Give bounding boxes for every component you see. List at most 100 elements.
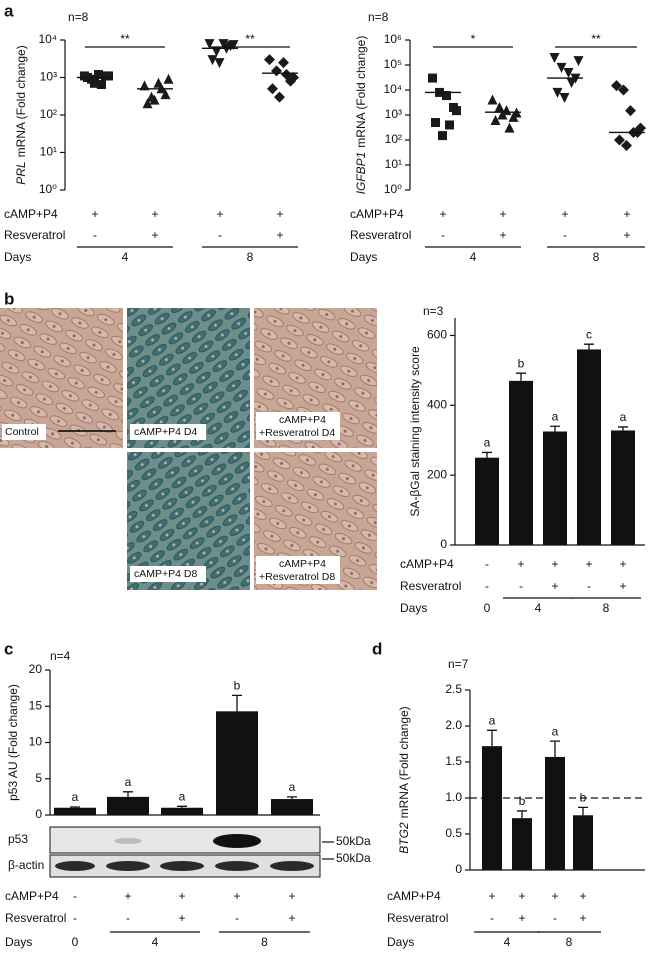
y-axis-label: PRL mRNA (Fold change) — [14, 45, 28, 184]
condition-mark: + — [518, 889, 525, 903]
condition-mark: - — [553, 911, 557, 925]
condition-mark: + — [551, 579, 558, 593]
micrograph-label: cAMP+P4 — [279, 558, 326, 570]
condition-name: Resveratrol — [350, 228, 411, 242]
point — [142, 98, 153, 109]
point — [438, 131, 447, 141]
point — [228, 40, 239, 51]
error-bar — [550, 425, 560, 432]
condition-mark: - — [441, 228, 445, 242]
point — [504, 122, 515, 133]
days-label: 8 — [261, 935, 268, 949]
condition-mark: + — [276, 207, 283, 221]
error-bar — [123, 791, 133, 797]
point — [267, 83, 278, 95]
days-name: Days — [400, 601, 427, 615]
condition-name: Resveratrol — [400, 579, 461, 593]
condition-name: cAMP+P4 — [387, 889, 441, 903]
y-tick-label: 10¹ — [385, 157, 402, 171]
panel-label: c — [4, 639, 13, 658]
chart: 10⁰ 10¹ 10² 10³ 10⁴ PRL mRNA (Fold change) n=8 *… — [4, 10, 299, 264]
days-name: Days — [4, 250, 31, 264]
blot-row-label: β-actin — [8, 858, 44, 872]
condition-mark: + — [178, 889, 185, 903]
micrograph-label: +Resveratrol D8 — [259, 571, 335, 583]
days-label: 4 — [122, 250, 129, 264]
y-axis-label-text: mRNA (Fold change) — [397, 706, 411, 818]
condition-name: cAMP+P4 — [5, 889, 59, 903]
bar — [216, 711, 258, 815]
y-tick-label: 10³ — [385, 107, 402, 121]
error-bar — [578, 806, 588, 816]
point — [487, 94, 498, 105]
condition-mark: + — [561, 207, 568, 221]
condition-mark: + — [151, 228, 158, 242]
bar — [577, 349, 601, 545]
y-tick-label: 10⁴ — [38, 32, 57, 46]
sample-size: n=8 — [368, 10, 389, 24]
point — [621, 140, 632, 152]
band — [55, 861, 95, 871]
error-bar — [482, 451, 492, 458]
condition-mark: - — [73, 889, 77, 903]
days-name: Days — [350, 250, 377, 264]
group-letter: a — [125, 775, 132, 789]
y-axis-label: p53 AU (Fold change) — [6, 684, 20, 801]
label-box — [130, 424, 206, 440]
y-axis-label: SA-βGal staining intensity score — [408, 346, 422, 517]
point — [428, 73, 437, 83]
condition-mark: + — [623, 228, 630, 242]
point — [563, 68, 574, 79]
y-tick-label: 600 — [427, 328, 447, 342]
group-letter: b — [519, 794, 526, 808]
point — [552, 87, 563, 98]
error-bar — [70, 806, 80, 808]
bar — [54, 807, 96, 815]
error-bar — [487, 729, 497, 747]
condition-mark: - — [93, 228, 97, 242]
panel-label: b — [4, 289, 14, 308]
y-tick-label: 10 — [29, 735, 43, 749]
condition-name: Resveratrol — [5, 911, 66, 925]
condition-mark: - — [563, 228, 567, 242]
condition-mark: - — [73, 911, 77, 925]
panel-label: d — [372, 639, 382, 658]
y-axis-label-text: p53 AU (Fold change) — [6, 684, 20, 801]
y-tick-label: 2.5 — [445, 682, 462, 696]
condition-mark: + — [216, 207, 223, 221]
y-tick-label: 200 — [427, 467, 447, 481]
condition-name: Resveratrol — [4, 228, 65, 242]
band — [270, 861, 314, 871]
micrograph-label: cAMP+P4 D4 — [134, 426, 197, 438]
condition-mark: + — [488, 889, 495, 903]
y-tick-label: 10¹ — [40, 145, 57, 159]
y-tick-label: 15 — [29, 698, 43, 712]
bar — [543, 431, 567, 545]
bar — [545, 756, 565, 870]
condition-mark: + — [439, 207, 446, 221]
condition-mark: + — [276, 228, 283, 242]
point — [445, 120, 454, 130]
group-letter: b — [518, 356, 525, 370]
condition-mark: + — [579, 889, 586, 903]
y-tick-label: 10⁵ — [384, 57, 402, 71]
point — [278, 57, 289, 69]
band — [213, 834, 261, 848]
point — [556, 62, 567, 73]
y-axis-label-gene: PRL — [14, 161, 28, 184]
error-bar — [232, 694, 242, 712]
condition-mark: - — [218, 228, 222, 242]
bar — [475, 457, 499, 545]
days-label: 0 — [484, 601, 491, 615]
point — [90, 78, 99, 88]
y-tick-label: 10⁴ — [383, 82, 402, 96]
condition-mark: + — [518, 911, 525, 925]
condition-mark: - — [519, 579, 523, 593]
days-label: 8 — [247, 250, 254, 264]
micrograph-label: cAMP+P4 D8 — [134, 568, 197, 580]
y-tick-label: 400 — [427, 397, 447, 411]
point — [442, 91, 451, 101]
micrograph-label: Control — [5, 426, 39, 438]
condition-mark: + — [178, 911, 185, 925]
